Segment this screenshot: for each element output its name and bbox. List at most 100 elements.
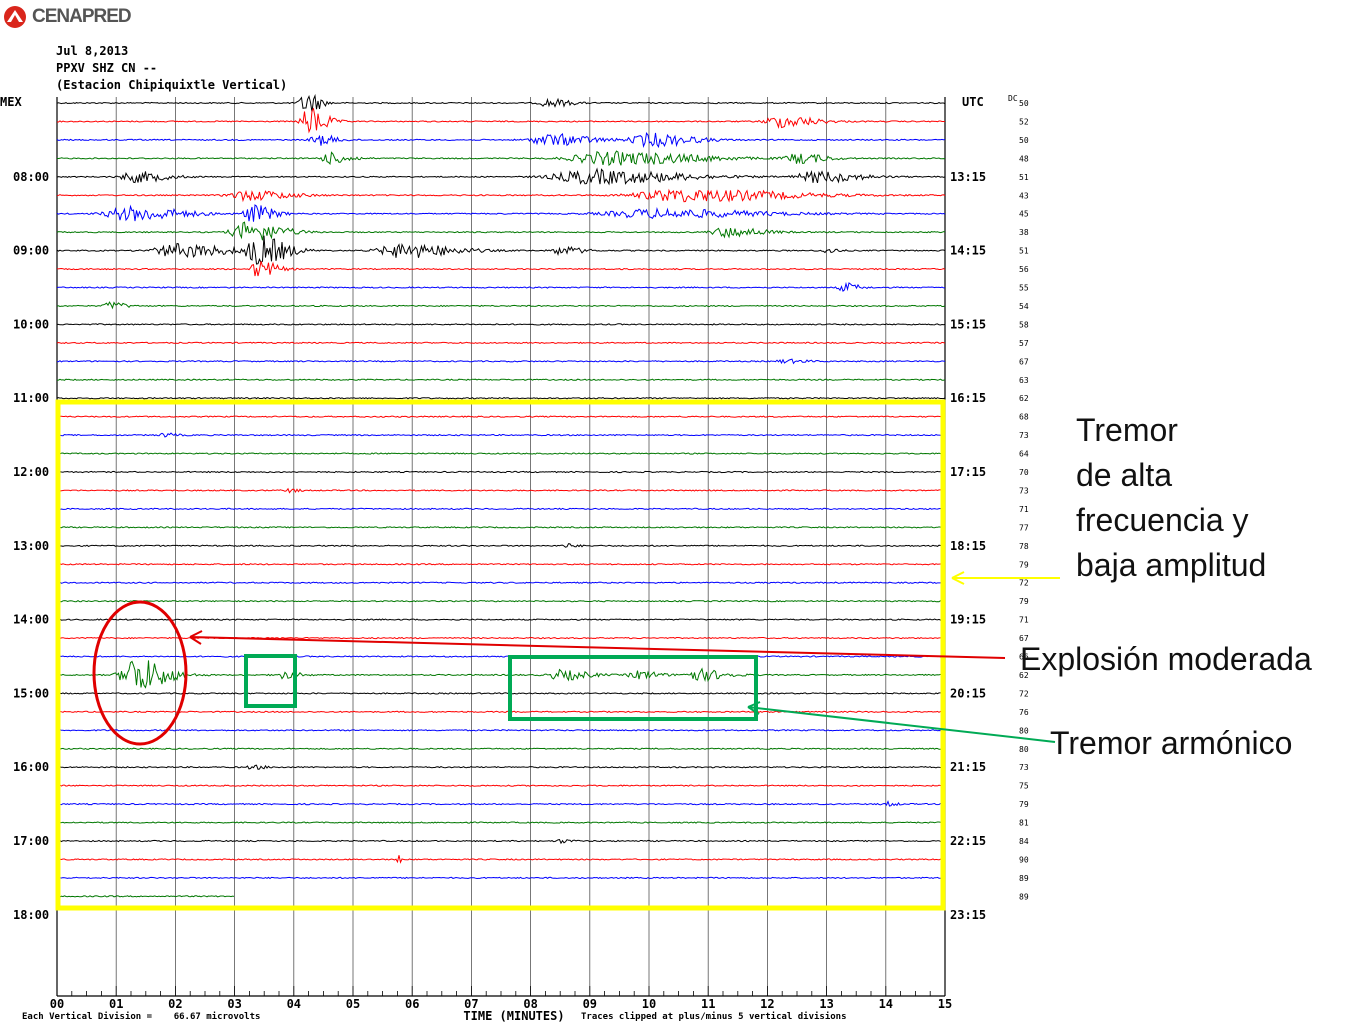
x-tick-label: 15 (938, 997, 952, 1011)
trace-line (56, 235, 946, 265)
right-hour-label: 23:15 (950, 908, 986, 922)
trace-line (57, 150, 946, 167)
left-hour-label: 16:00 (13, 760, 49, 774)
x-tick-label: 11 (701, 997, 715, 1011)
dc-offset-label: 90 (1019, 855, 1029, 864)
dc-offset-label: 38 (1019, 228, 1029, 237)
dc-offset-label: 51 (1019, 173, 1029, 182)
left-hour-label: 09:00 (13, 244, 49, 258)
trace-line (56, 221, 946, 241)
right-hour-label: 22:15 (950, 834, 986, 848)
trace-line (56, 563, 946, 566)
left-hour-label: 17:00 (13, 834, 49, 848)
high-frequency-arrowhead (951, 571, 965, 585)
annotation-explosion: Explosión moderada (1020, 641, 1312, 677)
x-tick-label: 08 (523, 997, 537, 1011)
x-tick-label: 09 (583, 997, 597, 1011)
trace-line (56, 167, 946, 186)
axis-labels: 00 01 02 03 04 05 06 07 08 09 10 11 12 13 14 15 TIME (MI… (0, 94, 1029, 1023)
dc-offset-label: 57 (1019, 339, 1029, 348)
dc-offset-label: 70 (1019, 468, 1029, 477)
dc-offset-label: 80 (1019, 726, 1029, 735)
harmonic-arrowhead (747, 701, 761, 715)
dc-offset-label: 73 (1019, 431, 1029, 440)
trace-line (56, 470, 946, 474)
harmonic-box-small (244, 654, 297, 708)
explosion-arrow (189, 636, 1006, 659)
annotation-high-frequency-tremor: Tremor de alta frecuencia y baja amplitu… (1076, 412, 1267, 583)
dc-offset-label: 79 (1019, 560, 1029, 569)
x-tick-label: 14 (879, 997, 893, 1011)
trace-line (56, 747, 946, 750)
x-tick-label: 05 (346, 997, 360, 1011)
dc-offset-label: 79 (1019, 597, 1029, 606)
right-hour-label: 13:15 (950, 170, 986, 184)
right-hour-label: 21:15 (950, 760, 986, 774)
right-axis-title: UTC (962, 95, 984, 109)
dc-offset-label: 73 (1019, 763, 1029, 772)
dc-offset-label: 62 (1019, 671, 1029, 680)
trace-line (56, 526, 946, 529)
trace-line (56, 764, 946, 770)
left-hour-label: 11:00 (13, 391, 49, 405)
dc-offset-label: 77 (1019, 523, 1029, 532)
harmonic-box-large (508, 655, 758, 721)
dc-offset-label: 66 (1019, 653, 1029, 662)
dc-offset-label: 67 (1019, 634, 1029, 643)
trace-line (56, 204, 946, 222)
trace-line (56, 655, 946, 658)
x-tick-label: 07 (464, 997, 478, 1011)
trace-line (57, 800, 946, 807)
left-axis-title: MEX (0, 95, 22, 109)
trace-line (56, 432, 946, 438)
annotation-marks (55, 399, 1060, 911)
dc-offset-label: 79 (1019, 800, 1029, 809)
dc-offset-label: 58 (1019, 320, 1029, 329)
right-hour-label: 16:15 (950, 391, 986, 405)
dc-offset-label: 71 (1019, 616, 1029, 625)
dc-offset-label: 50 (1019, 136, 1029, 145)
dc-offset-label: 72 (1019, 579, 1029, 588)
dc-offset-label: 50 (1019, 99, 1029, 108)
trace-line (56, 301, 946, 310)
dc-offset-label: 89 (1019, 892, 1029, 901)
seismic-traces (56, 93, 946, 898)
dc-offset-label: 89 (1019, 874, 1029, 883)
explosion-circle (92, 600, 188, 746)
x-tick-label: 12 (760, 997, 774, 1011)
right-hour-label: 20:15 (950, 686, 986, 700)
dc-offset-label: 63 (1019, 376, 1029, 385)
dc-title: DC (1008, 94, 1018, 103)
x-tick-label: 02 (168, 997, 182, 1011)
clip-note: Traces clipped at plus/minus 5 vertical … (581, 1012, 847, 1022)
trace-line (56, 452, 946, 455)
trace-line (56, 855, 946, 864)
trace-line (56, 358, 946, 365)
trace-line (56, 543, 946, 548)
dc-offset-label: 76 (1019, 708, 1029, 717)
x-axis-title: TIME (MINUTES) (463, 1009, 564, 1023)
dc-offset-label: 62 (1019, 394, 1029, 403)
trace-line (56, 692, 946, 695)
x-tick-label: 13 (819, 997, 833, 1011)
x-tick-label: 00 (50, 997, 64, 1011)
dc-offset-label: 45 (1019, 210, 1029, 219)
left-hour-label: 12:00 (13, 465, 49, 479)
trace-line (56, 341, 946, 344)
dc-offset-label: 71 (1019, 505, 1029, 514)
trace-line (57, 107, 946, 134)
trace-line (57, 323, 946, 326)
left-hour-label: 10:00 (13, 317, 49, 331)
trace-line (56, 415, 946, 418)
right-hour-label: 15:15 (950, 317, 986, 331)
x-tick-label: 10 (642, 997, 656, 1011)
trace-line (56, 618, 946, 621)
left-hour-label: 14:00 (13, 613, 49, 627)
right-hour-label: 18:15 (950, 539, 986, 553)
trace-line (56, 660, 946, 689)
dc-offset-label: 73 (1019, 486, 1029, 495)
trace-line (56, 507, 946, 511)
trace-line (56, 729, 946, 732)
dc-offset-label: 84 (1019, 837, 1029, 846)
